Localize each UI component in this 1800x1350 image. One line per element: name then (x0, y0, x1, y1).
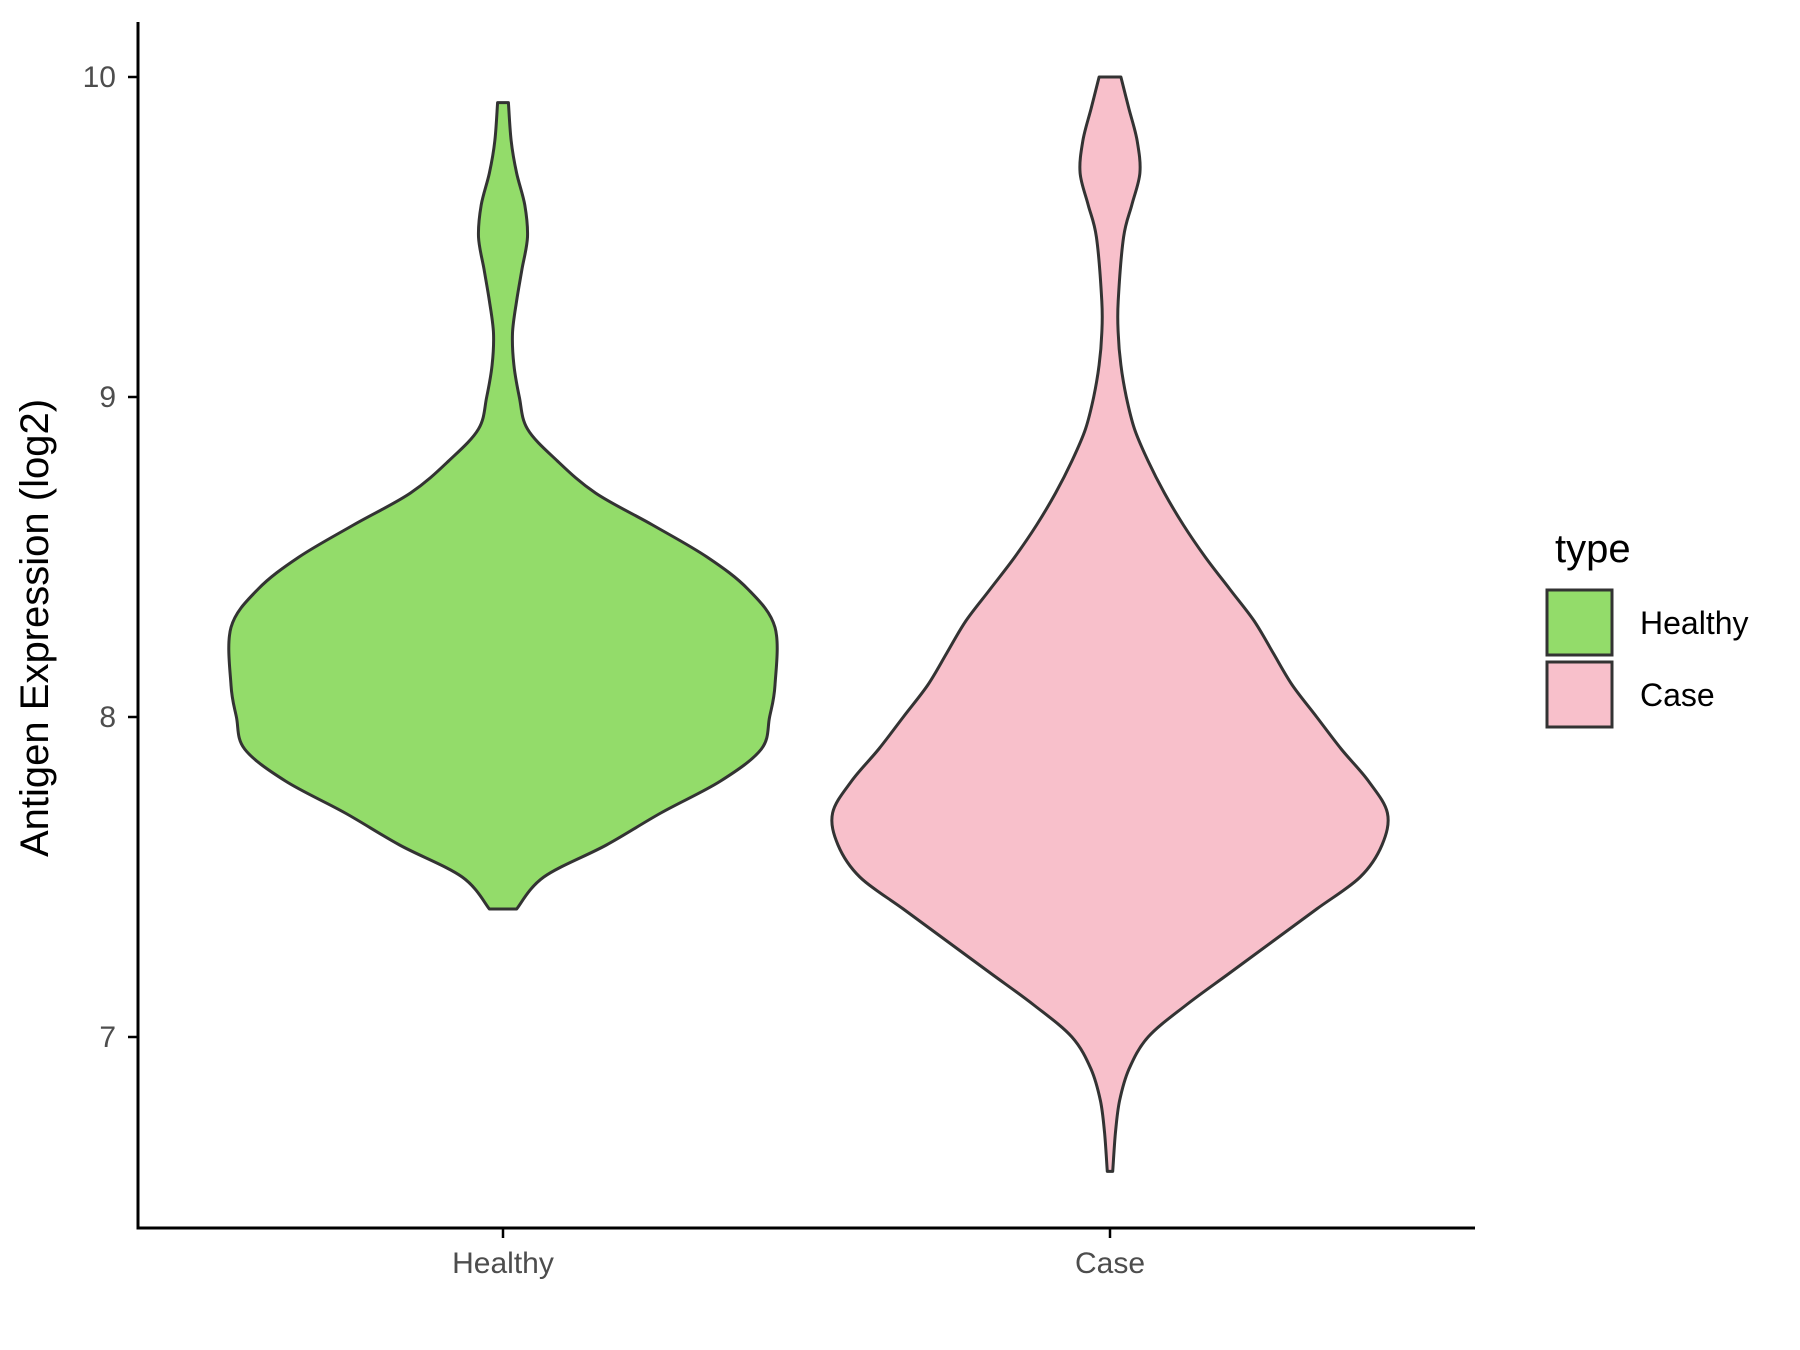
y-tick-label: 10 (83, 61, 116, 94)
legend-key-case (1545, 660, 1614, 729)
legend-entries: Healthy Case (1545, 588, 1749, 729)
y-tick-label: 8 (99, 701, 116, 734)
violin-case (830, 75, 1390, 1173)
x-tick-label: Healthy (452, 1247, 554, 1280)
x-tick-label: Case (1075, 1247, 1145, 1280)
legend-title: type (1555, 527, 1631, 571)
legend-key-healthy (1545, 588, 1614, 657)
y-tick-label: 7 (99, 1021, 116, 1054)
y-tick-label: 9 (99, 381, 116, 414)
x-axis-ticks: Healthy Case (452, 1228, 1145, 1280)
violins (227, 75, 1390, 1173)
y-axis-title: Antigen Expression (log2) (13, 399, 57, 857)
violin-healthy (227, 101, 779, 911)
y-axis-ticks: 7 8 9 10 (83, 61, 138, 1054)
legend: type Healthy Case (1545, 527, 1749, 729)
legend-label-case: Case (1640, 677, 1715, 713)
legend-label-healthy: Healthy (1640, 605, 1749, 641)
